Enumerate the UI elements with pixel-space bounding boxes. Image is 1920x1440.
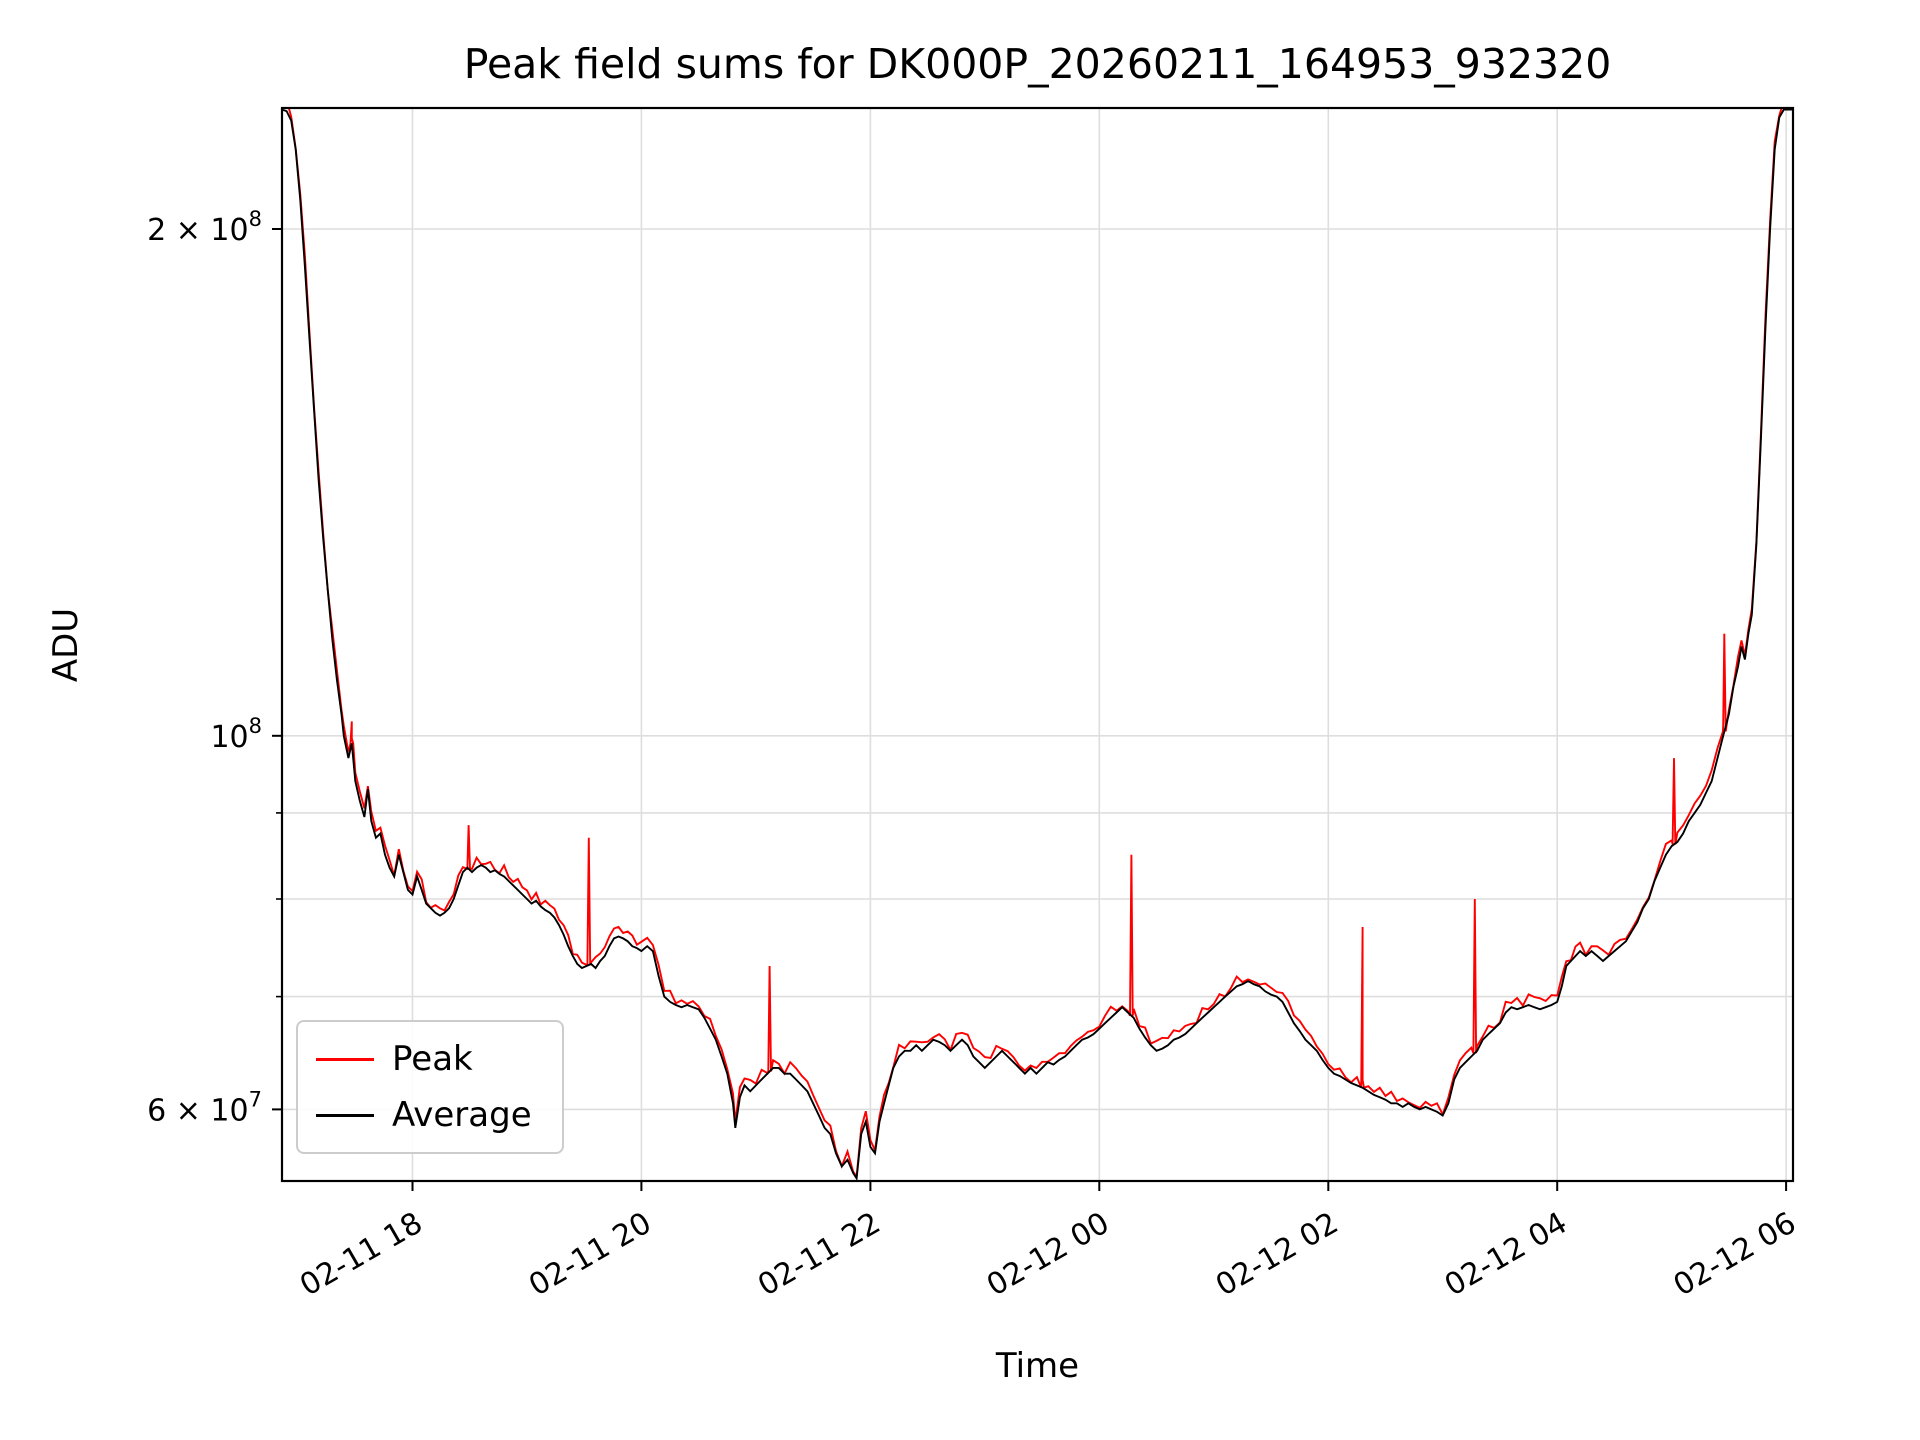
x-tick-label: 02-11 22: [752, 1206, 886, 1304]
x-tick-label: 02-11 18: [294, 1206, 428, 1304]
legend-item-average: Average: [316, 1090, 532, 1140]
x-tick-label: 02-11 20: [523, 1206, 657, 1304]
x-tick-label: 02-12 00: [981, 1206, 1115, 1304]
y-tick-label: 2 × 108: [147, 207, 262, 248]
legend-label: Average: [392, 1095, 532, 1135]
axes-spines: [280, 106, 1795, 1183]
x-tick-label: 02-12 04: [1439, 1206, 1573, 1304]
legend-line-sample: [316, 1057, 374, 1061]
legend-line-sample: [316, 1113, 374, 1117]
average-series-line: [282, 108, 1793, 1181]
y-tick-label: 108: [210, 714, 262, 755]
legend-item-peak: Peak: [316, 1034, 532, 1084]
y-tick-label: 6 × 107: [147, 1087, 262, 1128]
x-tick-label: 02-12 02: [1210, 1206, 1344, 1304]
x-tick-label: 02-12 06: [1668, 1206, 1802, 1304]
peak-series-line: [287, 108, 1793, 1180]
chart-title: Peak field sums for DK000P_20260211_1649…: [463, 40, 1612, 88]
legend: Peak Average: [296, 1020, 564, 1154]
legend-label: Peak: [392, 1039, 473, 1079]
x-axis-label: Time: [995, 1346, 1080, 1386]
